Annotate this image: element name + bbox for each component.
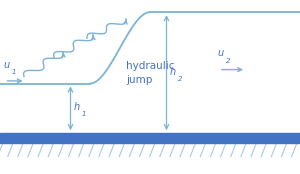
Text: hydraulic: hydraulic: [126, 61, 175, 71]
Text: u: u: [218, 48, 224, 58]
Text: h: h: [170, 67, 176, 77]
Text: u: u: [4, 60, 10, 70]
Text: 2: 2: [178, 76, 182, 82]
Text: h: h: [74, 102, 80, 112]
Text: 2: 2: [226, 58, 230, 64]
Bar: [0, 133, 300, 143]
Text: jump: jump: [126, 75, 152, 85]
Text: 1: 1: [82, 111, 86, 117]
Text: 1: 1: [11, 69, 16, 75]
